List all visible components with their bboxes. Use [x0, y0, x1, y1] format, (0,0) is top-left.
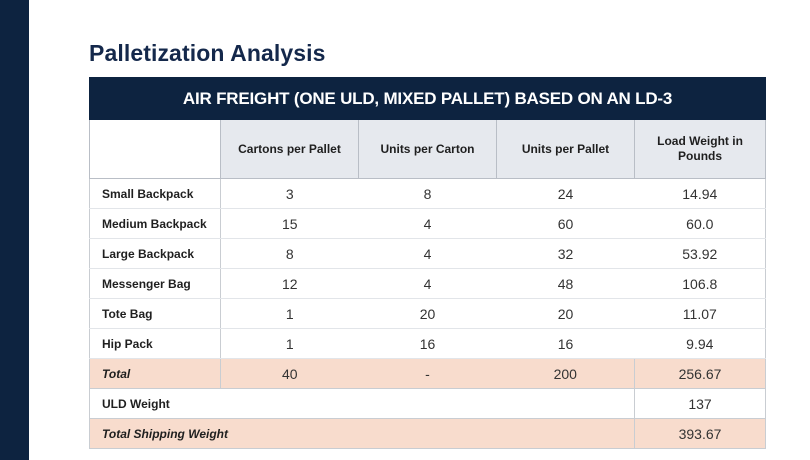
total-label: Total — [89, 358, 221, 389]
units-per-pallet-cell: 16 — [496, 328, 635, 359]
row-label: Messenger Bag — [89, 268, 221, 299]
units-per-pallet-cell: 20 — [496, 298, 635, 329]
load-weight-cell: 11.07 — [634, 298, 766, 329]
load-weight-cell: 106.8 — [634, 268, 766, 299]
table-row: Hip Pack 1 16 16 9.94 — [89, 328, 766, 359]
row-label: Tote Bag — [89, 298, 221, 329]
total-shipping-weight-label: Total Shipping Weight — [89, 418, 635, 449]
column-header-load-weight: Load Weight in Pounds — [633, 119, 767, 179]
uld-weight-row: ULD Weight 137 — [89, 388, 766, 419]
load-weight-cell: 53.92 — [634, 238, 766, 269]
table-row: Small Backpack 3 8 24 14.94 — [89, 178, 766, 209]
load-weight-header-text: Load Weight in Pounds — [657, 134, 743, 163]
row-label: Small Backpack — [89, 178, 221, 209]
palletization-table: AIR FREIGHT (ONE ULD, MIXED PALLET) BASE… — [88, 77, 767, 449]
units-per-pallet-cell: 48 — [496, 268, 635, 299]
load-weight-cell: 9.94 — [634, 328, 766, 359]
table-row: Medium Backpack 15 4 60 60.0 — [89, 208, 766, 239]
units-per-pallet-cell: 32 — [496, 238, 635, 269]
cartons-per-pallet-cell: 3 — [220, 178, 359, 209]
units-per-carton-cell: 4 — [358, 268, 497, 299]
table-row: Messenger Bag 12 4 48 106.8 — [89, 268, 766, 299]
total-row: Total 40 - 200 256.67 — [89, 358, 766, 389]
total-load-weight: 256.67 — [633, 358, 766, 389]
table-body: Small Backpack 3 8 24 14.94 Medium Backp… — [89, 178, 766, 449]
load-weight-cell: 60.0 — [634, 208, 766, 239]
table-banner-row: AIR FREIGHT (ONE ULD, MIXED PALLET) BASE… — [88, 77, 767, 120]
uld-weight-value: 137 — [633, 388, 766, 419]
column-header-units-per-pallet: Units per Pallet — [496, 119, 635, 179]
uld-weight-label: ULD Weight — [89, 388, 635, 419]
column-header-row: Cartons per Pallet Units per Carton Unit… — [89, 119, 767, 179]
units-per-carton-cell: 20 — [358, 298, 497, 329]
total-shipping-weight-row: Total Shipping Weight 393.67 — [89, 418, 766, 449]
load-weight-cell: 14.94 — [634, 178, 766, 209]
table-row: Large Backpack 8 4 32 53.92 — [89, 238, 766, 269]
column-header-cartons-per-pallet: Cartons per Pallet — [220, 119, 359, 179]
row-label: Hip Pack — [89, 328, 221, 359]
table-banner: AIR FREIGHT (ONE ULD, MIXED PALLET) BASE… — [88, 77, 767, 120]
total-shipping-weight-value: 393.67 — [633, 418, 766, 449]
row-label: Medium Backpack — [89, 208, 221, 239]
cartons-per-pallet-cell: 1 — [220, 298, 359, 329]
cartons-per-pallet-cell: 12 — [220, 268, 359, 299]
units-per-pallet-cell: 60 — [496, 208, 635, 239]
units-per-carton-cell: 8 — [358, 178, 497, 209]
left-sidebar-strip — [0, 0, 29, 460]
page-title: Palletization Analysis — [89, 40, 326, 66]
column-header-blank — [89, 119, 221, 179]
table-row: Tote Bag 1 20 20 11.07 — [89, 298, 766, 329]
units-per-pallet-cell: 24 — [496, 178, 635, 209]
cartons-per-pallet-cell: 1 — [220, 328, 359, 359]
total-units-per-pallet: 200 — [496, 358, 635, 389]
total-units-per-carton: - — [358, 358, 497, 389]
units-per-carton-cell: 4 — [358, 238, 497, 269]
units-per-carton-cell: 16 — [358, 328, 497, 359]
row-label: Large Backpack — [89, 238, 221, 269]
units-per-carton-cell: 4 — [358, 208, 497, 239]
cartons-per-pallet-cell: 8 — [220, 238, 359, 269]
column-header-units-per-carton: Units per Carton — [358, 119, 497, 179]
cartons-per-pallet-cell: 15 — [220, 208, 359, 239]
total-cartons-per-pallet: 40 — [220, 358, 359, 389]
